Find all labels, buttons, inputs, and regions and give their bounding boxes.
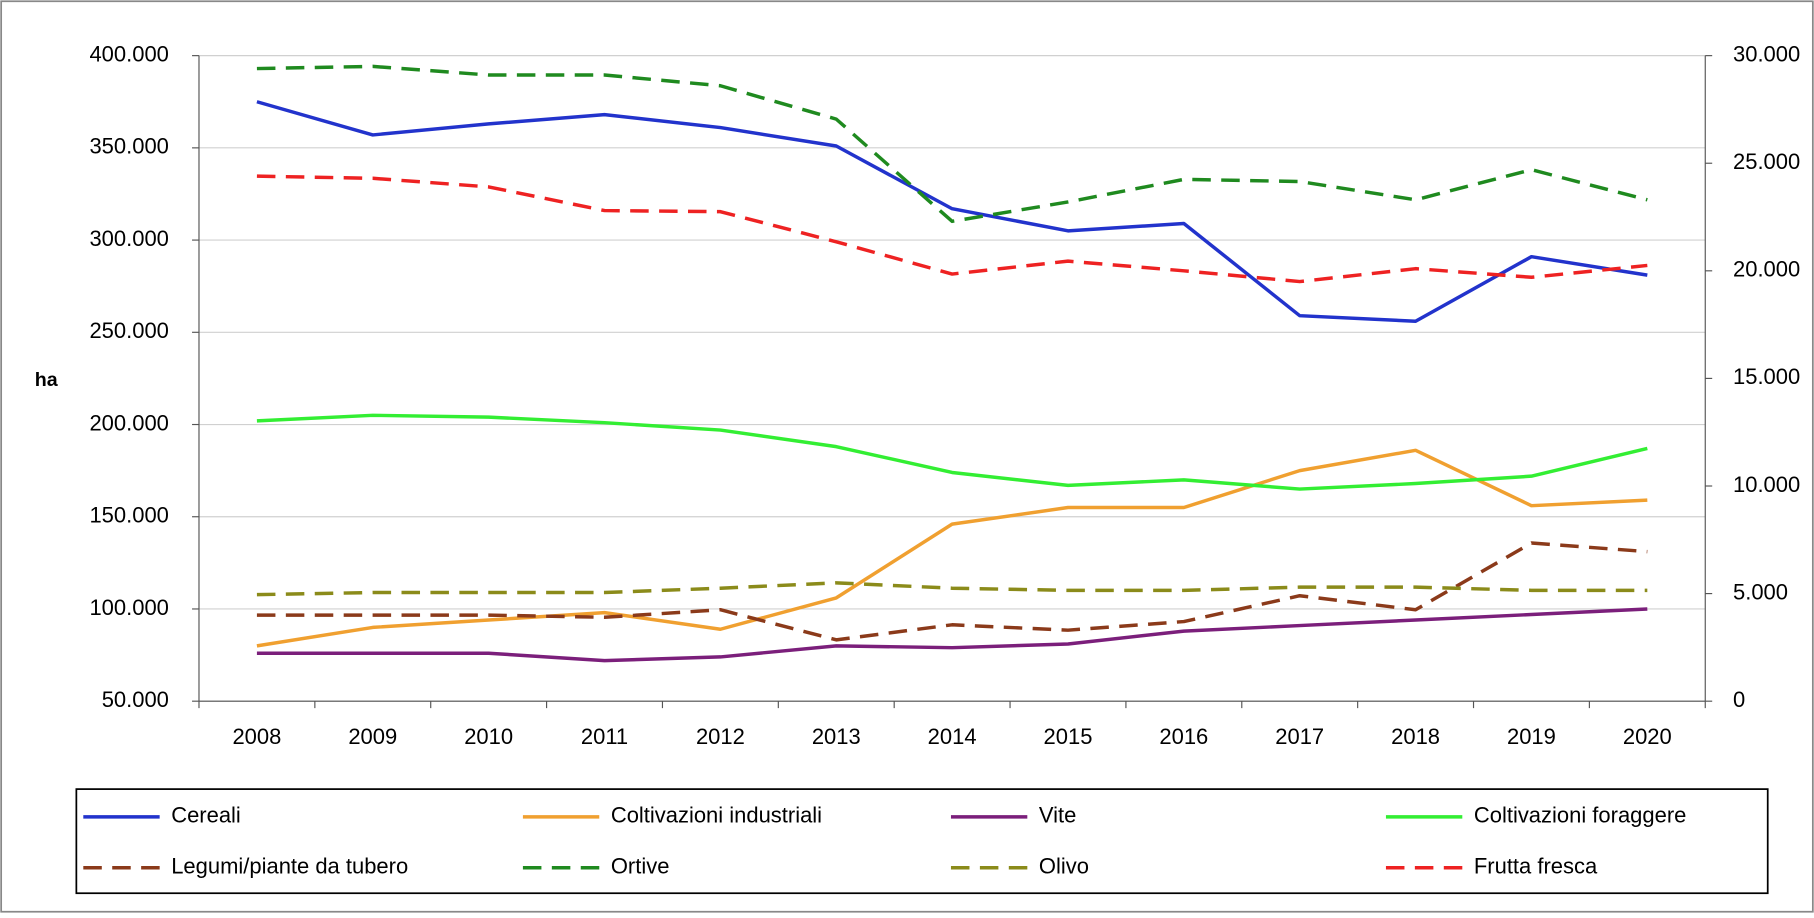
- series-line: [256, 607, 1648, 663]
- y-tick-label: 250.000: [89, 318, 168, 343]
- series-line: [256, 174, 1648, 284]
- legend-label: Legumi/piante da tubero: [171, 854, 408, 879]
- x-tick-label: 2009: [348, 724, 397, 749]
- legend-label: Cereali: [171, 803, 241, 828]
- series-line: [256, 100, 1648, 323]
- x-tick-label: 2019: [1507, 724, 1556, 749]
- x-tick-label: 2014: [928, 724, 977, 749]
- legend-label: Coltivazioni foraggere: [1474, 803, 1686, 828]
- x-tick-label: 2011: [581, 724, 628, 749]
- y2-tick-label: 20.000: [1733, 257, 1800, 282]
- x-tick-label: 2008: [232, 724, 281, 749]
- y2-tick-label: 10.000: [1733, 472, 1800, 497]
- legend-box: [75, 788, 1769, 895]
- x-tick-label: 2017: [1275, 724, 1324, 749]
- series-line: [256, 64, 1648, 224]
- y-tick-label: 200.000: [89, 410, 168, 435]
- series-line: [256, 448, 1648, 648]
- series-line: [256, 581, 1648, 597]
- y2-tick-label: 30.000: [1733, 41, 1800, 66]
- legend-label: Ortive: [611, 854, 670, 879]
- y-tick-label: 400.000: [89, 41, 168, 66]
- y-tick-label: 50.000: [102, 687, 169, 712]
- x-tick-label: 2013: [812, 724, 861, 749]
- y-tick-label: 300.000: [89, 226, 168, 251]
- y2-tick-label: 15.000: [1733, 364, 1800, 389]
- y-tick-label: 150.000: [89, 503, 168, 528]
- x-tick-label: 2020: [1623, 724, 1672, 749]
- x-tick-label: 2018: [1391, 724, 1440, 749]
- legend-label: Frutta fresca: [1474, 854, 1598, 879]
- legend-label: Vite: [1039, 803, 1076, 828]
- legend-label: Coltivazioni industriali: [611, 803, 822, 828]
- y-tick-label: 100.000: [89, 595, 168, 620]
- x-tick-label: 2010: [464, 724, 513, 749]
- y2-tick-label: 25.000: [1733, 149, 1800, 174]
- y2-tick-label: 5.000: [1733, 579, 1788, 604]
- y2-tick-label: 0: [1733, 687, 1745, 712]
- x-tick-label: 2015: [1044, 724, 1093, 749]
- x-tick-label: 2016: [1159, 724, 1208, 749]
- series-line: [256, 541, 1648, 642]
- y-tick-label: 350.000: [89, 134, 168, 159]
- x-tick-label: 2012: [696, 724, 745, 749]
- series-line: [256, 413, 1648, 491]
- y-axis-label: ha: [35, 369, 59, 391]
- legend-label: Olivo: [1039, 854, 1089, 879]
